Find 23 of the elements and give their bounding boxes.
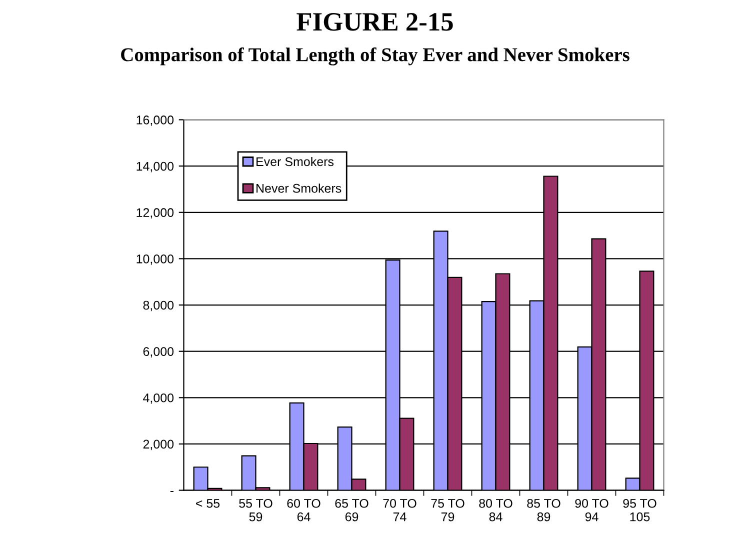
y-tick-label: 2,000 [143,440,174,450]
y-tick-label: 16,000 [136,116,174,126]
y-tick-label: 8,000 [143,300,174,312]
x-tick-label: 65 TO 69 [335,498,368,522]
y-tick-label: 6,000 [143,347,174,358]
chart-title: FIGURE 2-15 [296,13,453,31]
x-tick-label: 60 TO 64 [287,498,320,522]
y-tick-label: - [170,491,174,492]
y-tick-label: 4,000 [143,393,174,404]
legend-label: Never Smokers [256,184,342,193]
y-tick-label: 14,000 [136,162,174,172]
y-tick-label: 10,000 [136,254,174,265]
x-tick-label: 55 TO 59 [239,498,272,522]
x-tick-label: 95 TO 105 [623,498,656,522]
legend-label: Ever Smokers [256,156,334,166]
x-tick-label: 85 TO 89 [527,498,560,522]
x-tick-label: 70 TO 74 [383,498,416,522]
x-tick-label: < 55 [196,499,220,508]
x-tick-label: 90 TO 94 [575,498,608,522]
x-tick-label: 80 TO 84 [479,498,512,522]
chart-subtitle: Comparison of Total Length of Stay Ever and Never Smokers [121,47,630,66]
x-tick-label: 75 TO 79 [431,498,464,522]
y-tick-label: 12,000 [136,208,174,219]
